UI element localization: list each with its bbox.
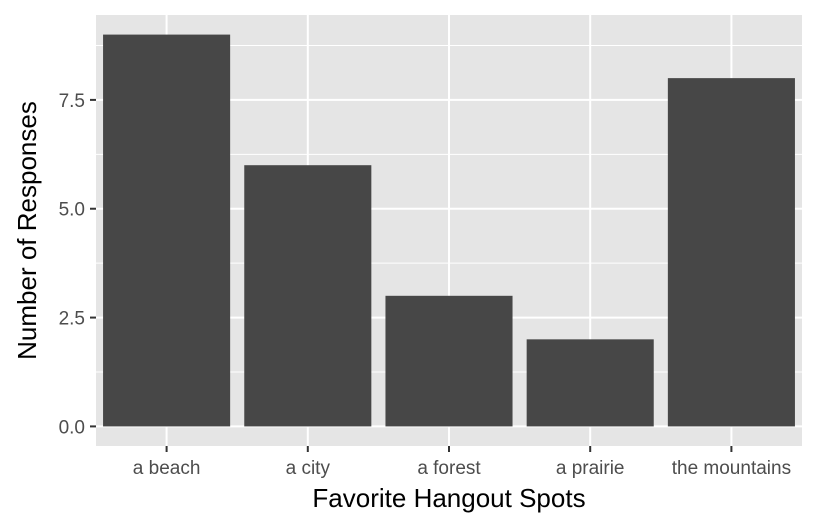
bar-a-beach xyxy=(103,34,231,427)
bar-a-city xyxy=(244,165,372,427)
y-axis-title: Number of Responses xyxy=(12,101,42,360)
x-tick-label: a forest xyxy=(417,458,481,479)
y-tick-label: 5.0 xyxy=(59,200,85,221)
bar-the-mountains xyxy=(667,78,795,427)
x-axis-title: Favorite Hangout Spots xyxy=(312,483,585,513)
x-tick-label: a beach xyxy=(133,458,201,479)
x-axis: a beach a city a forest a prairie the mounta… xyxy=(133,446,791,479)
y-tick-label: 7.5 xyxy=(59,91,85,112)
x-tick-label: a city xyxy=(286,458,331,479)
bar-a-prairie xyxy=(526,339,654,427)
bars xyxy=(103,34,795,427)
y-tick-label: 2.5 xyxy=(59,309,85,330)
y-tick-label: 0.0 xyxy=(59,417,85,438)
x-tick-label: a prairie xyxy=(556,458,625,479)
y-axis: 0.0 2.5 5.0 7.5 xyxy=(59,91,96,438)
x-tick-label: the mountains xyxy=(672,458,791,479)
bar-a-forest xyxy=(385,295,513,427)
